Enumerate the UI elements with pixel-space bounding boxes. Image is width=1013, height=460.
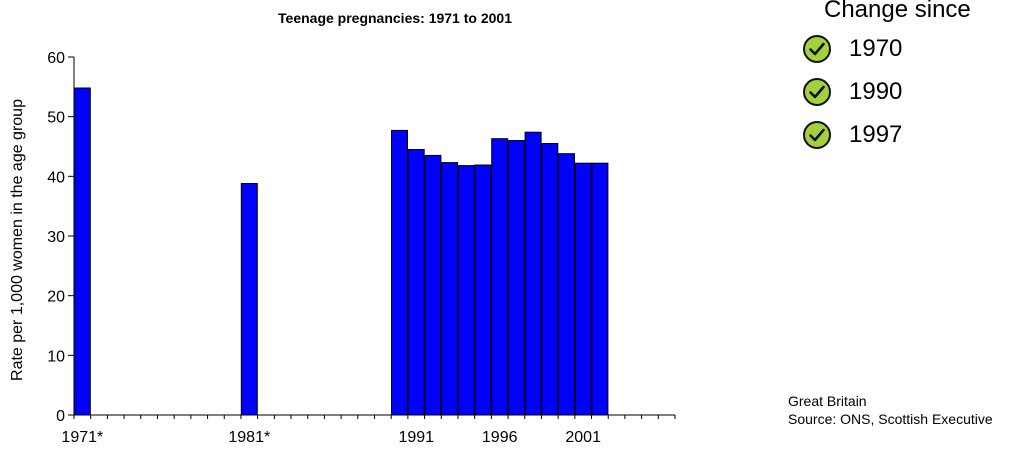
- x-tick-label-2001: 2001: [565, 429, 601, 446]
- chart-title: Teenage pregnancies: 1971 to 2001: [278, 10, 512, 26]
- change-item-label: 1970: [849, 35, 903, 62]
- x-tick-label-1981: 1981*: [228, 429, 270, 446]
- bar-1998: [524, 131, 542, 416]
- chart-note: Great Britain Source: ONS, Scottish Exec…: [788, 392, 998, 428]
- y-tick-label-50: 50: [47, 110, 65, 127]
- y-tick-label-30: 30: [47, 229, 65, 246]
- check-circle-icon: [803, 121, 831, 149]
- bar-1993: [441, 162, 459, 416]
- x-tick-label-1991: 1991: [398, 429, 434, 446]
- bar-1981: [240, 183, 258, 416]
- check-circle-icon: [803, 35, 831, 63]
- axes-layer: 0 10 20 30 40 50 60 1971* 1981* 1991 1996 2001: [47, 50, 676, 446]
- bar-1999: [541, 143, 559, 416]
- bar-1971: [73, 87, 91, 416]
- x-tick-label-1996: 1996: [482, 429, 518, 446]
- change-item-label: 1997: [849, 121, 903, 148]
- change-item-1997: 1997: [802, 118, 902, 152]
- y-axis-label: Rate per 1,000 women in the age group: [9, 99, 26, 381]
- change-item-1970: 1970: [802, 32, 902, 66]
- y-tick-label-20: 20: [47, 289, 65, 306]
- bar-2001: [574, 162, 592, 416]
- region-text: Great Britain: [788, 393, 867, 409]
- bar-chart: Teenage pregnancies: 1971 to 2001 Rate p…: [9, 10, 676, 446]
- bar-2000: [558, 153, 575, 416]
- source-text: Source: ONS, Scottish Executive: [788, 411, 993, 427]
- y-tick-label-60: 60: [47, 50, 65, 67]
- bars-layer: [73, 87, 609, 416]
- bar-1994: [457, 165, 475, 416]
- bar-1990: [391, 129, 408, 416]
- bar-1991: [407, 149, 425, 416]
- x-tick-label-1971: 1971*: [61, 429, 103, 446]
- check-circle-icon: [803, 78, 831, 106]
- bar-1996: [491, 138, 509, 416]
- change-item-label: 1990: [849, 78, 903, 105]
- y-tick-label-0: 0: [56, 408, 65, 425]
- y-tick-label-40: 40: [47, 169, 65, 186]
- bar-2002: [591, 162, 609, 416]
- side-panel: Change since 1970 1990 1997 Great Britai…: [788, 0, 1013, 460]
- bar-1997: [507, 140, 525, 416]
- change-since-title: Change since: [824, 0, 971, 23]
- bar-1992: [424, 154, 442, 416]
- bar-1995: [474, 164, 492, 416]
- y-tick-label-10: 10: [47, 348, 65, 365]
- change-item-1990: 1990: [802, 75, 902, 109]
